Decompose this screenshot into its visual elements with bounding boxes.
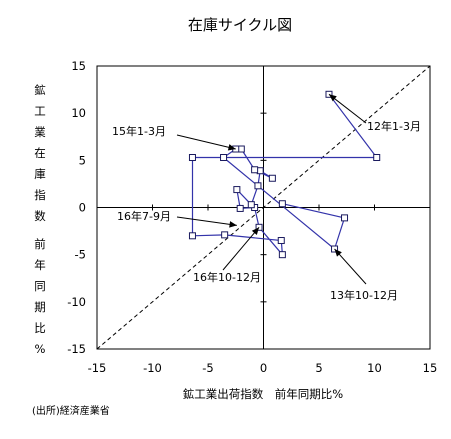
- annotation-arrow-head: [251, 227, 260, 235]
- series-line: [191, 93, 378, 257]
- annotation-arrow-head: [227, 144, 236, 151]
- x-axis-ticks: -15 -10 -5 0 5 10 15: [88, 204, 438, 375]
- y-axis-unit-char: 前: [34, 237, 46, 251]
- y-axis-label-char: 庫: [34, 167, 46, 181]
- annotation-labels: 12年1-3月 15年1-3月 16年7-9月 16年10-12月 13年10-12月: [112, 119, 421, 302]
- annotation-arrow-line: [222, 226, 260, 271]
- y-axis-label-char: 指: [34, 188, 46, 202]
- y-axis-label-char: 在: [34, 146, 46, 160]
- y-axis-label-char: 数: [34, 209, 46, 223]
- y-axis-unit-char: %: [35, 342, 46, 356]
- data-point: [268, 174, 276, 182]
- annotation-label: 13年10-12月: [330, 288, 398, 302]
- annotation-arrow-line: [176, 216, 237, 226]
- y-axis-unit-char: 年: [34, 258, 46, 272]
- source-note: (出所)経済産業省: [32, 404, 110, 417]
- annotation-arrow-head: [229, 221, 237, 228]
- x-tick-label: -10: [143, 361, 162, 375]
- annotation-arrow-line: [334, 248, 367, 285]
- y-tick-label: -10: [67, 295, 86, 309]
- y-axis-label-char: 業: [34, 125, 46, 139]
- x-tick-label: 0: [260, 361, 267, 375]
- annotation-label: 12年1-3月: [367, 119, 421, 133]
- y-tick-label: 15: [71, 59, 86, 73]
- data-point: [188, 154, 196, 162]
- annotation-arrow-head: [334, 249, 342, 257]
- annotation-label: 16年7-9月: [117, 209, 171, 223]
- x-tick-label: 15: [423, 361, 438, 375]
- y-tick-label: -5: [75, 248, 86, 262]
- data-point: [233, 186, 241, 194]
- y-axis-label-char: 工: [34, 104, 46, 118]
- data-point: [277, 237, 285, 245]
- y-axis-label-char: 鉱: [34, 83, 46, 97]
- y-tick-label: -15: [67, 342, 86, 356]
- data-point: [254, 182, 262, 190]
- annotation-arrows: [176, 93, 367, 285]
- annotation-arrow-line: [176, 134, 236, 150]
- x-tick-label: 10: [367, 361, 382, 375]
- chart-title: 在庫サイクル図: [188, 16, 292, 34]
- y-tick-label: 0: [79, 201, 86, 215]
- annotation-label: 16年10-12月: [193, 270, 261, 284]
- annotation-label: 15年1-3月: [112, 124, 166, 138]
- data-point: [220, 154, 228, 162]
- y-axis-unit-char: 比: [34, 321, 46, 335]
- y-axis-unit-char: 同: [34, 279, 46, 293]
- data-point: [341, 214, 349, 222]
- x-tick-label: -5: [202, 361, 213, 375]
- data-point: [221, 231, 229, 239]
- data-point: [278, 200, 286, 208]
- x-tick-label: 5: [315, 361, 322, 375]
- data-point: [251, 166, 259, 174]
- data-point: [278, 251, 286, 259]
- annotation-arrow-head: [328, 94, 337, 102]
- x-axis-label: 鉱工業出荷指数 前年同期比%: [183, 387, 343, 401]
- x-tick-label: -15: [88, 361, 107, 375]
- y-axis-ticks: -15 -10 -5 0 5 10 15: [67, 59, 267, 356]
- data-point: [188, 232, 196, 240]
- y-axis-unit-char: 期: [34, 300, 46, 314]
- y-tick-label: 5: [79, 153, 86, 167]
- data-point: [236, 204, 244, 212]
- data-point: [247, 201, 255, 209]
- annotation-arrow-line: [328, 93, 367, 124]
- series-markers: [188, 90, 381, 259]
- y-tick-label: 10: [71, 106, 86, 120]
- data-point: [373, 154, 381, 162]
